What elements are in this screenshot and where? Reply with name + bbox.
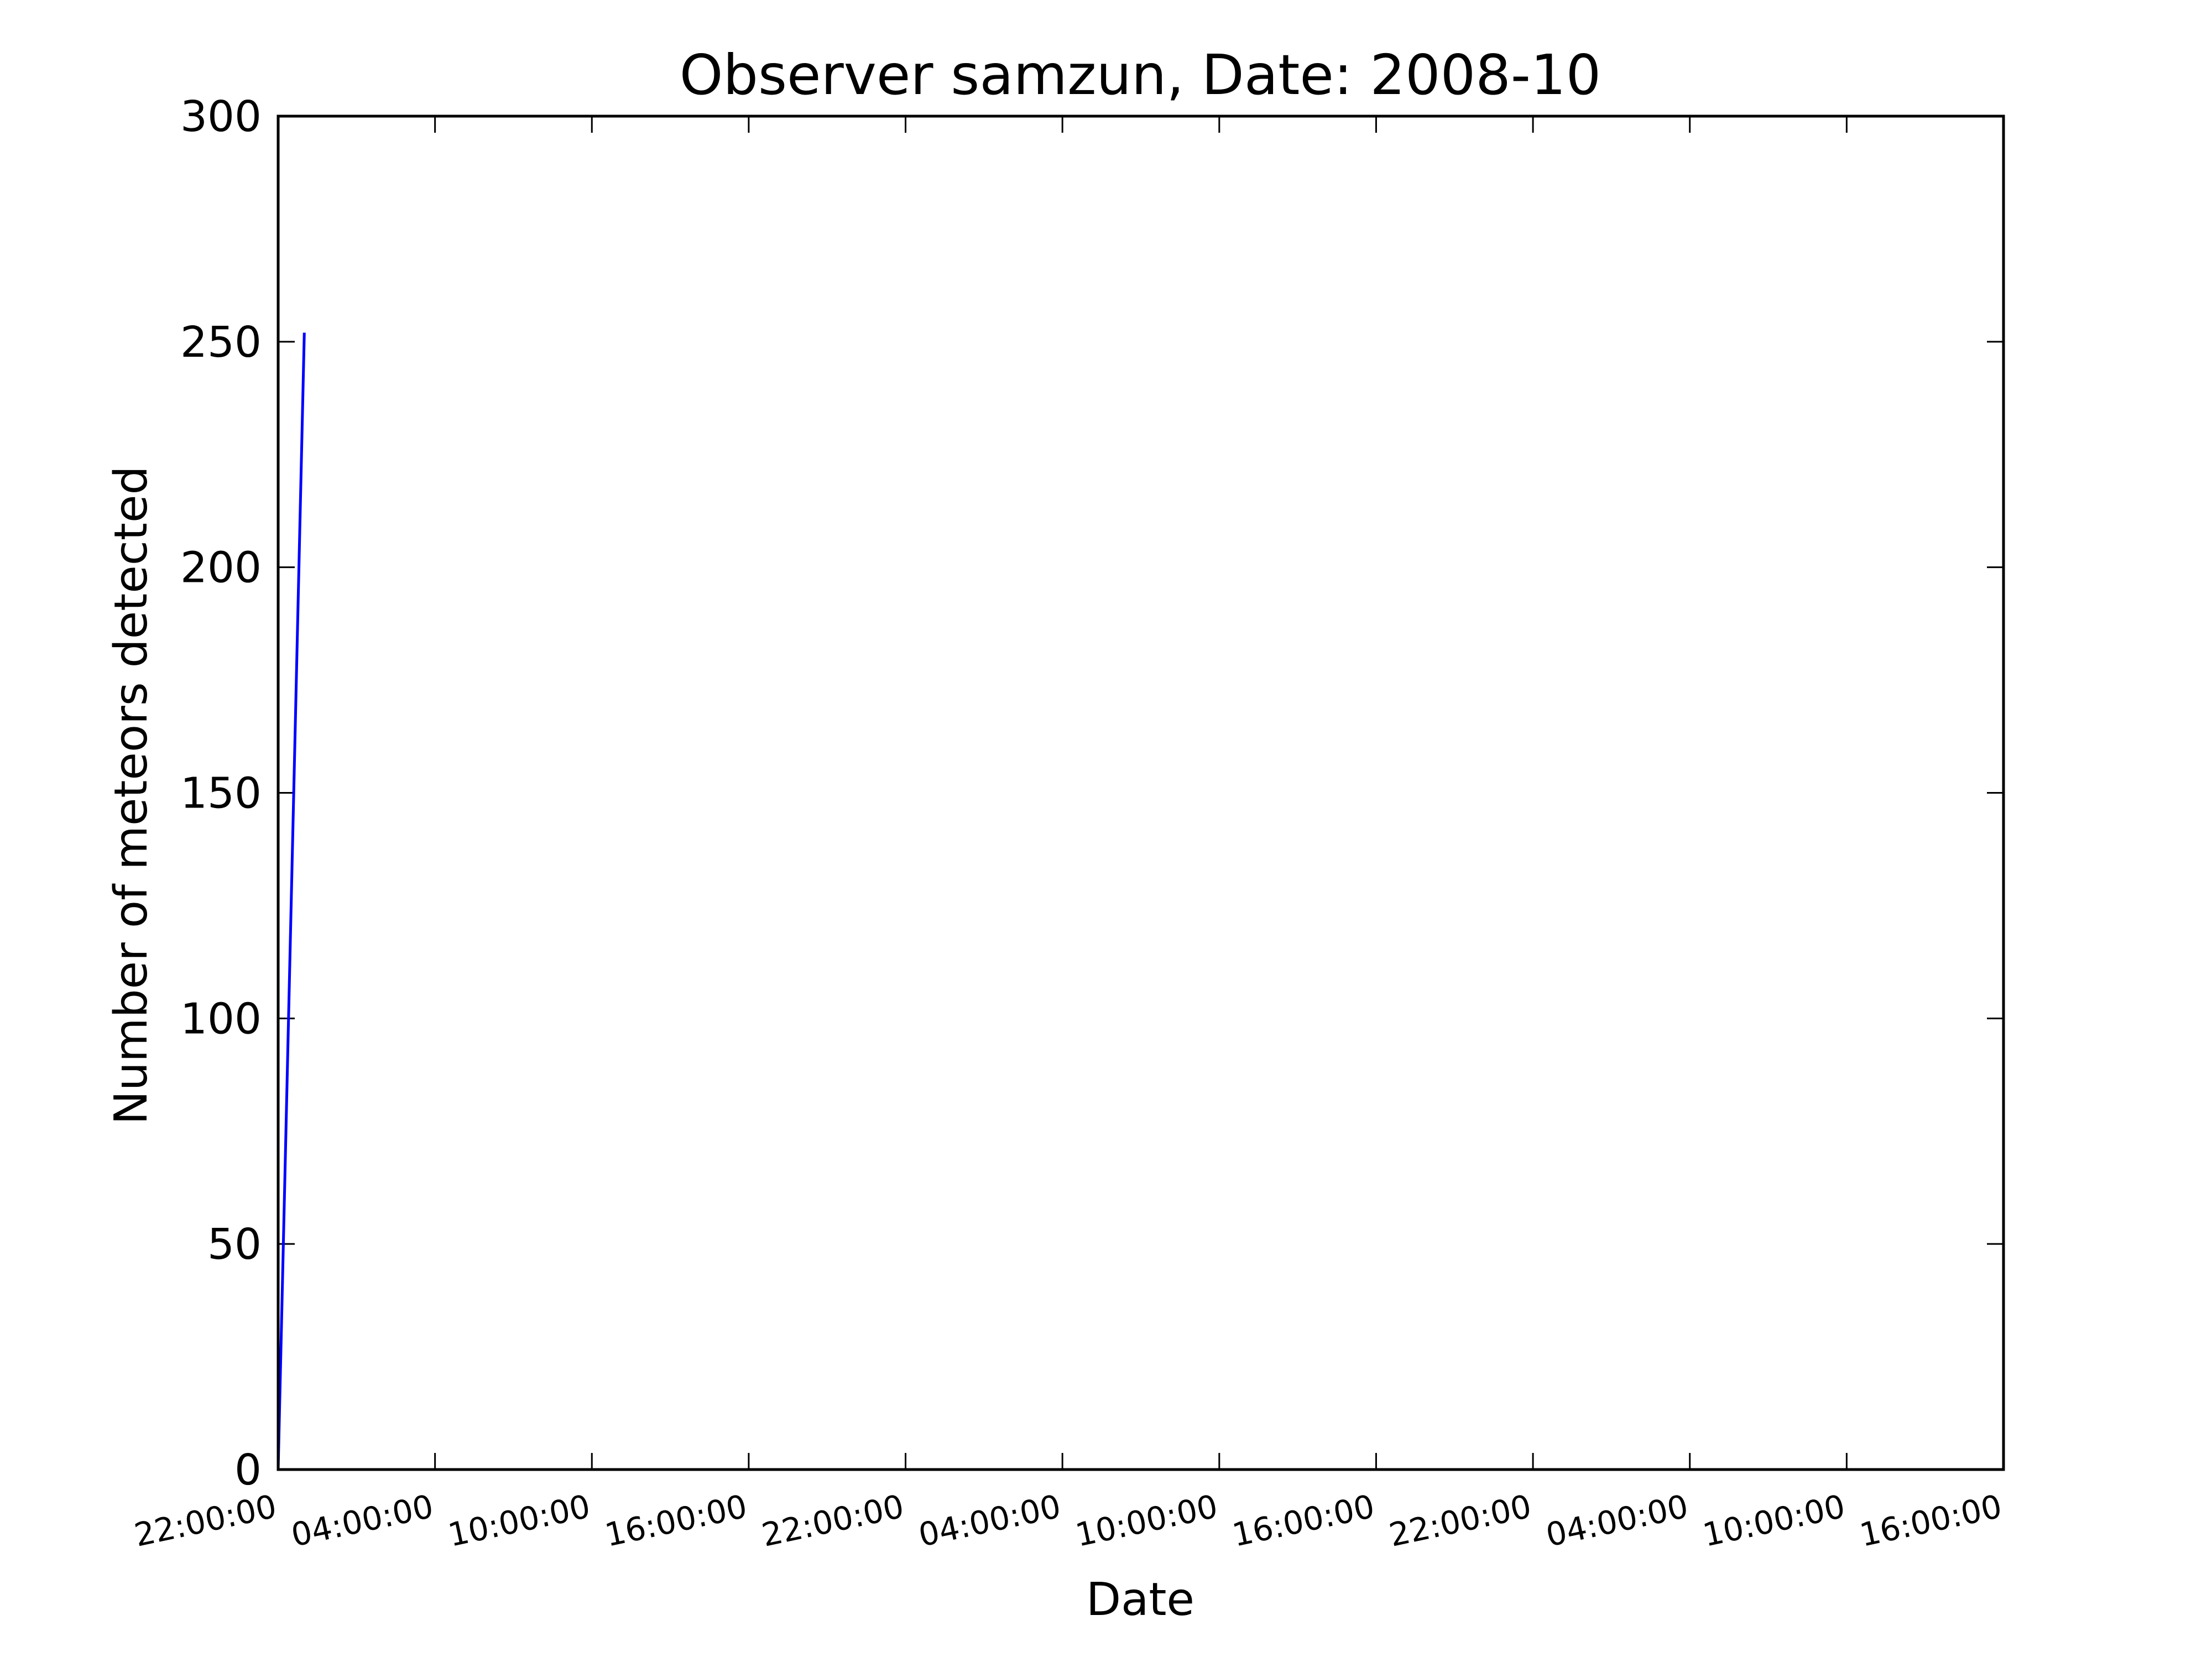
y-axis-label: Number of meteors detected: [105, 466, 158, 1124]
y-tick-label: 50: [207, 1220, 262, 1269]
y-tick-label: 200: [180, 544, 262, 593]
y-tick-label: 100: [180, 994, 262, 1044]
plot-frame: [276, 114, 2005, 1471]
chart-title: Observer samzun, Date: 2008-10: [680, 43, 1601, 107]
y-tick-label: 150: [180, 769, 262, 819]
series-line-0: [276, 332, 306, 1470]
x-axis-label: Date: [1086, 1574, 1194, 1626]
data-layer: [276, 332, 306, 1470]
y-tick-label: 250: [180, 318, 262, 367]
y-tick-label: 300: [180, 92, 262, 142]
y-tick-label: 0: [234, 1446, 262, 1495]
